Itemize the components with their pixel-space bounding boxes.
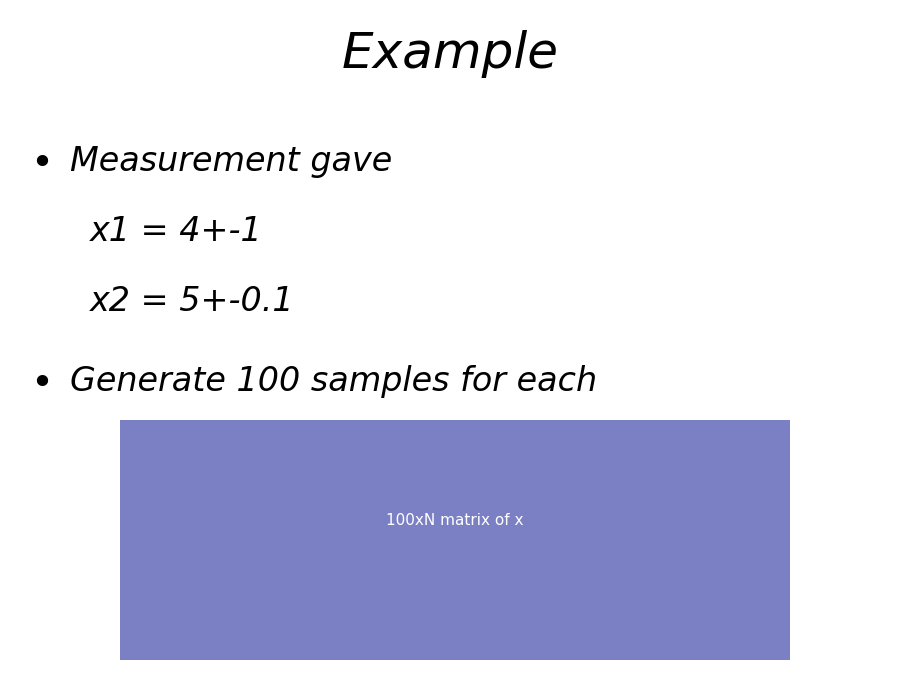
Text: Generate 100 samples for each: Generate 100 samples for each: [70, 365, 597, 398]
Text: •: •: [30, 365, 53, 403]
Text: •: •: [30, 145, 53, 183]
Text: x2 = 5+-0.1: x2 = 5+-0.1: [90, 285, 294, 318]
Text: Measurement gave: Measurement gave: [70, 145, 392, 178]
Text: x1 = 4+-1: x1 = 4+-1: [90, 215, 263, 248]
Text: 100xN matrix of x: 100xN matrix of x: [386, 513, 524, 529]
Bar: [120, 420, 790, 660]
Text: Example: Example: [341, 30, 559, 78]
